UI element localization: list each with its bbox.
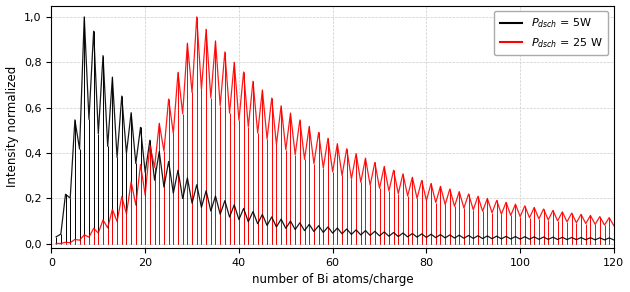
Y-axis label: Intensity normalized: Intensity normalized: [6, 66, 18, 187]
X-axis label: number of Bi atoms/charge: number of Bi atoms/charge: [252, 273, 413, 286]
Legend: $P_{dsch}$ = 5W, $P_{dsch}$ = 25 W: $P_{dsch}$ = 5W, $P_{dsch}$ = 25 W: [494, 11, 609, 55]
